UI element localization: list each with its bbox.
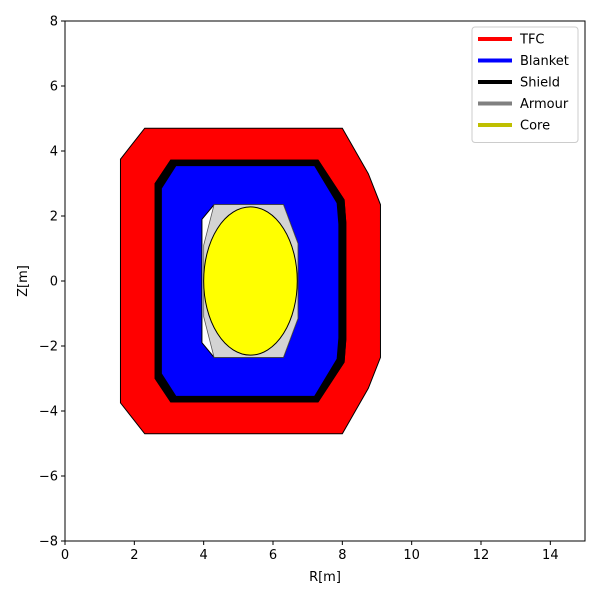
x-tick-label: 12 [473, 548, 490, 563]
legend-label: Core [520, 119, 550, 134]
y-axis-ticks: −8 −6 −4 −2 0 2 4 6 8 [39, 15, 65, 550]
legend-label: Shield [520, 76, 560, 91]
plot-shapes [119, 127, 381, 435]
y-tick-label: 0 [50, 275, 58, 290]
x-tick-label: 4 [200, 548, 208, 563]
x-tick-label: 14 [542, 548, 559, 563]
legend-label: Armour [520, 97, 569, 112]
y-tick-label: −6 [39, 470, 58, 485]
y-tick-label: 8 [50, 15, 58, 30]
y-tick-label: 4 [50, 145, 58, 160]
x-tick-label: 10 [403, 548, 420, 563]
legend-box [471, 26, 579, 143]
y-tick-label: −8 [39, 535, 58, 550]
y-tick-label: 2 [50, 210, 58, 225]
x-tick-label: 8 [338, 548, 346, 563]
y-tick-label: −4 [39, 405, 58, 420]
y-tick-label: −2 [39, 340, 58, 355]
x-tick-label: 0 [61, 548, 69, 563]
legend-label: TFC [519, 33, 545, 48]
legend-label: Blanket [520, 54, 569, 69]
y-tick-label: 6 [50, 80, 58, 95]
x-tick-label: 6 [269, 548, 277, 563]
x-tick-label: 2 [130, 548, 138, 563]
y-axis-label: Z[m] [16, 265, 31, 297]
x-axis-ticks: 0 2 4 6 8 10 12 14 [61, 541, 559, 563]
core-region [203, 206, 298, 356]
legend: TFC Blanket Shield Armour Core [471, 26, 579, 143]
x-axis-label: R[m] [309, 570, 341, 585]
